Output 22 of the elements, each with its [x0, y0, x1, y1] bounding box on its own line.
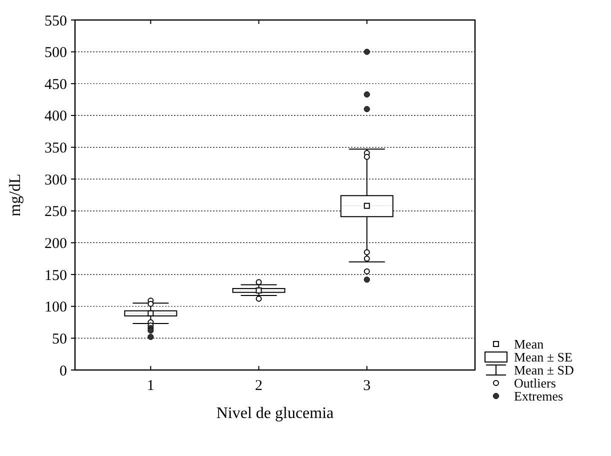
text: Outliers	[514, 376, 556, 391]
y-tick-label: 450	[44, 76, 67, 93]
y-axis-title: mg/dL	[7, 174, 24, 216]
y-tick-label: 550	[44, 13, 67, 30]
y-tick-label: 500	[44, 45, 67, 62]
text: Mean	[514, 336, 544, 352]
y-tick-label: 400	[44, 108, 67, 125]
x-tick-label: 2	[255, 378, 263, 394]
x-tick-label: 1	[146, 378, 154, 394]
y-tick-label: 0	[60, 363, 67, 380]
legend-label: Extremes	[514, 388, 564, 404]
y-tick-label: 250	[44, 204, 67, 220]
y-tick-label: 350	[44, 140, 67, 157]
text: Mean ± SE	[514, 350, 572, 365]
y-tick-label: 150	[44, 268, 67, 284]
x-axis-title: Nivel de glucemia	[216, 405, 334, 422]
y-tick-label: 300	[44, 172, 67, 188]
y-tick-label: 50	[52, 331, 67, 348]
x-tick-label: 3	[363, 378, 371, 394]
y-tick-label: 100	[44, 300, 67, 316]
text: Mean ± SD	[514, 362, 574, 378]
y-tick-label: 200	[44, 236, 67, 252]
